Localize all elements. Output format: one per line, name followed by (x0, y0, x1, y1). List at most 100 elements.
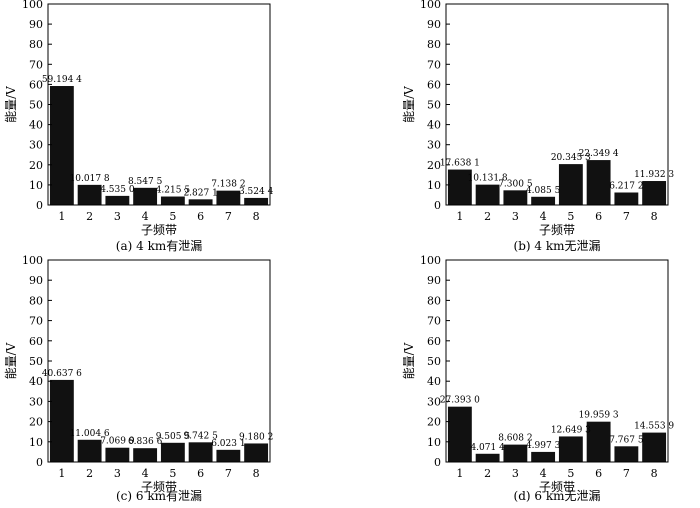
bar (216, 190, 241, 205)
x-tick-label: 6 (197, 467, 204, 480)
data-label: 4.085 5 (526, 186, 561, 196)
y-tick-label: 90 (29, 18, 43, 31)
x-tick-label: 1 (58, 210, 65, 223)
data-label: 14.553 9 (634, 422, 674, 432)
x-tick-label: 2 (484, 467, 491, 480)
x-tick-label: 5 (567, 210, 574, 223)
x-tick-label: 6 (197, 210, 204, 223)
y-tick-label: 100 (420, 0, 441, 11)
y-tick-label: 30 (427, 395, 441, 408)
data-label: 40.637 6 (42, 369, 82, 379)
bar (49, 379, 74, 462)
data-label: 9.180 2 (239, 432, 273, 442)
bar (160, 442, 185, 462)
x-tick-label: 5 (169, 467, 176, 480)
x-tick-label: 1 (456, 210, 463, 223)
bar (188, 442, 213, 462)
data-label: 6.836 6 (128, 437, 163, 447)
y-tick-label: 60 (29, 335, 43, 348)
data-label: 12.649 3 (551, 425, 591, 435)
bar (188, 199, 213, 205)
x-tick-label: 4 (142, 467, 149, 480)
y-tick-label: 30 (29, 139, 43, 152)
bar (77, 439, 102, 462)
data-label: 20.345 3 (551, 153, 591, 163)
y-tick-label: 30 (427, 139, 441, 152)
y-tick-label: 100 (420, 254, 441, 267)
y-tick-label: 0 (434, 199, 441, 212)
data-label: 4.535 0 (100, 185, 135, 195)
data-label: 11.932 3 (634, 170, 674, 180)
x-tick-label: 2 (86, 467, 93, 480)
data-label: 4.997 3 (526, 441, 561, 451)
bar (531, 196, 556, 205)
x-tick-label: 1 (58, 467, 65, 480)
panel-caption: (d) 6 km无泄漏 (514, 489, 601, 503)
y-tick-label: 40 (29, 375, 43, 388)
data-label: 7.069 9 (100, 437, 135, 447)
y-tick-label: 60 (29, 78, 43, 91)
data-label: 10.017 8 (70, 174, 110, 184)
panel-caption: (b) 4 km无泄漏 (514, 239, 601, 253)
data-label: 4.071 4 (470, 443, 505, 453)
y-tick-label: 70 (29, 315, 43, 328)
y-tick-label: 90 (29, 274, 43, 287)
x-tick-label: 7 (225, 210, 232, 223)
bar (558, 436, 583, 462)
data-label: 7.138 2 (211, 180, 245, 190)
x-axis-label: 子频带 (539, 480, 575, 494)
x-tick-label: 6 (595, 467, 602, 480)
x-tick-label: 3 (114, 467, 121, 480)
x-tick-label: 3 (512, 467, 519, 480)
y-tick-label: 40 (29, 119, 43, 132)
bar (558, 164, 583, 205)
y-tick-label: 80 (427, 294, 441, 307)
y-axis-label: 能量/V (4, 86, 18, 123)
bar (216, 449, 241, 462)
bar (586, 421, 611, 462)
data-label: 9.742 5 (183, 431, 218, 441)
data-label: 2.827 1 (183, 188, 217, 198)
y-tick-label: 50 (427, 355, 441, 368)
bar (642, 432, 667, 462)
x-axis-label: 子频带 (141, 223, 177, 237)
x-axis-label: 子频带 (141, 480, 177, 494)
chart-panel-1: 0 10 20 30 40 50 60 70 80 90 100 1 2 3 4 5 6 7 8 59.194 4 10… (4, 0, 274, 253)
x-tick-label: 7 (225, 467, 232, 480)
x-tick-label: 4 (540, 210, 547, 223)
y-tick-label: 80 (29, 294, 43, 307)
data-label: 6.217 2 (609, 182, 643, 192)
data-label: 17.638 1 (440, 159, 480, 169)
y-tick-label: 20 (427, 159, 441, 172)
bar (475, 453, 500, 462)
y-tick-label: 10 (427, 436, 441, 449)
x-tick-label: 2 (484, 210, 491, 223)
y-axis-label: 能量/V (4, 342, 18, 379)
y-tick-label: 80 (427, 38, 441, 51)
bar (77, 184, 102, 205)
data-label: 59.194 4 (42, 75, 82, 85)
x-axis-label: 子频带 (539, 223, 575, 237)
chart-panel-2: 0 10 20 30 40 50 60 70 80 90 100 1 2 3 4 5 6 7 8 17.638 1 10… (402, 0, 674, 253)
x-tick-label: 8 (253, 210, 260, 223)
bar (133, 448, 158, 462)
bar (531, 451, 556, 462)
data-label: 8.608 2 (498, 434, 532, 444)
y-tick-label: 40 (427, 375, 441, 388)
y-tick-label: 0 (36, 456, 43, 469)
y-tick-label: 10 (29, 436, 43, 449)
x-tick-label: 8 (253, 467, 260, 480)
data-label: 6.023 1 (211, 439, 245, 449)
y-tick-label: 0 (36, 199, 43, 212)
x-tick-label: 7 (623, 210, 630, 223)
y-tick-label: 20 (29, 416, 43, 429)
x-tick-label: 1 (456, 467, 463, 480)
bar (475, 184, 500, 205)
x-tick-label: 3 (512, 210, 519, 223)
bar (105, 447, 130, 462)
x-tick-label: 3 (114, 210, 121, 223)
y-tick-label: 30 (29, 395, 43, 408)
y-tick-label: 10 (29, 179, 43, 192)
bar (133, 187, 158, 205)
